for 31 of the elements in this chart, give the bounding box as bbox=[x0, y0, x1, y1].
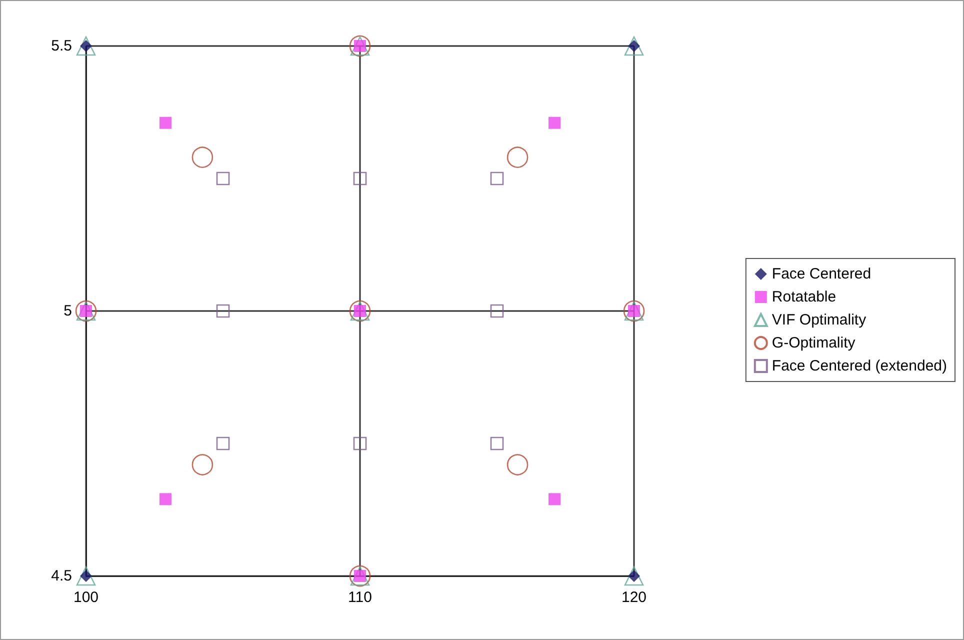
y-tick-label: 4.5 bbox=[51, 568, 72, 584]
x-tick-label: 100 bbox=[73, 589, 99, 606]
point bbox=[353, 172, 367, 186]
legend-label: G-Optimality bbox=[772, 334, 856, 352]
point bbox=[216, 304, 230, 318]
point bbox=[490, 304, 504, 318]
point bbox=[159, 116, 172, 129]
point bbox=[76, 566, 96, 586]
x-tick-label: 110 bbox=[348, 589, 372, 606]
y-tick-label: 5 bbox=[64, 302, 72, 320]
point bbox=[159, 493, 172, 506]
point bbox=[548, 493, 561, 506]
legend-label: Rotatable bbox=[772, 288, 836, 306]
point bbox=[490, 172, 504, 186]
point bbox=[216, 436, 230, 450]
point bbox=[624, 566, 644, 586]
y-tick-label: 5.5 bbox=[51, 38, 72, 54]
point bbox=[192, 454, 214, 476]
legend-label: Face Centered bbox=[772, 266, 872, 282]
point bbox=[548, 116, 561, 129]
point bbox=[624, 36, 644, 56]
legend-label: VIF Optimality bbox=[772, 312, 867, 328]
point bbox=[506, 146, 528, 168]
point bbox=[192, 146, 214, 168]
point bbox=[216, 172, 230, 186]
point bbox=[490, 436, 504, 450]
point bbox=[506, 454, 528, 476]
x-tick-label: 120 bbox=[621, 589, 647, 606]
point bbox=[76, 36, 96, 56]
legend-label: Face Centered (extended) bbox=[772, 358, 948, 374]
point bbox=[353, 436, 367, 450]
